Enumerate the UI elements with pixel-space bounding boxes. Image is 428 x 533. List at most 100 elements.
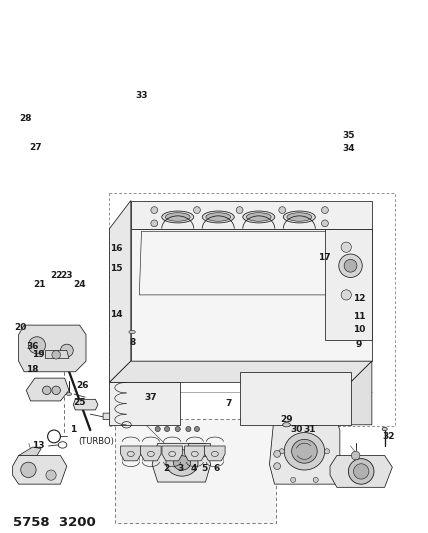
Circle shape xyxy=(52,386,60,394)
Circle shape xyxy=(279,449,284,454)
Polygon shape xyxy=(18,325,86,372)
Text: 21: 21 xyxy=(33,280,45,289)
Text: 11: 11 xyxy=(353,312,365,321)
Text: 27: 27 xyxy=(30,142,42,151)
Ellipse shape xyxy=(165,213,190,221)
Text: 15: 15 xyxy=(110,264,122,273)
Circle shape xyxy=(164,426,169,432)
Circle shape xyxy=(341,242,351,252)
Circle shape xyxy=(46,470,56,480)
Bar xyxy=(110,193,395,426)
Circle shape xyxy=(175,426,180,432)
Ellipse shape xyxy=(284,433,325,470)
Polygon shape xyxy=(141,446,161,461)
Polygon shape xyxy=(131,200,372,229)
Polygon shape xyxy=(184,446,205,461)
Text: 10: 10 xyxy=(353,325,365,334)
Circle shape xyxy=(351,451,360,460)
Text: 13: 13 xyxy=(32,441,44,450)
Ellipse shape xyxy=(66,392,71,395)
Circle shape xyxy=(274,463,280,470)
Polygon shape xyxy=(325,229,372,340)
Circle shape xyxy=(236,207,243,214)
Ellipse shape xyxy=(291,439,317,463)
Circle shape xyxy=(341,290,351,300)
Circle shape xyxy=(151,220,158,227)
Circle shape xyxy=(42,386,51,394)
Text: 29: 29 xyxy=(280,415,293,424)
Text: 5: 5 xyxy=(201,464,207,473)
Polygon shape xyxy=(152,443,211,482)
Circle shape xyxy=(321,220,328,227)
Text: 2: 2 xyxy=(163,464,169,473)
Text: 33: 33 xyxy=(135,91,148,100)
Polygon shape xyxy=(121,446,141,461)
Polygon shape xyxy=(330,456,392,487)
Circle shape xyxy=(321,207,328,214)
Circle shape xyxy=(274,450,280,457)
Text: 6: 6 xyxy=(213,464,219,473)
Text: 31: 31 xyxy=(303,424,316,433)
Text: 12: 12 xyxy=(353,294,365,303)
Circle shape xyxy=(291,478,296,482)
Polygon shape xyxy=(240,372,351,425)
Ellipse shape xyxy=(282,423,290,427)
Circle shape xyxy=(28,337,45,354)
Text: 4: 4 xyxy=(190,464,197,473)
Ellipse shape xyxy=(206,213,231,221)
Circle shape xyxy=(324,449,330,454)
Circle shape xyxy=(52,351,60,359)
Bar xyxy=(115,419,276,523)
Text: 23: 23 xyxy=(61,271,73,280)
Circle shape xyxy=(313,420,318,425)
Polygon shape xyxy=(162,446,182,461)
Ellipse shape xyxy=(382,427,387,431)
Text: 30: 30 xyxy=(290,424,303,433)
Text: 37: 37 xyxy=(145,393,157,402)
Text: 22: 22 xyxy=(50,271,62,280)
Text: 16: 16 xyxy=(110,244,122,253)
Text: 26: 26 xyxy=(76,381,89,390)
Text: (TURBO): (TURBO) xyxy=(79,437,115,446)
Polygon shape xyxy=(188,443,210,456)
Text: 36: 36 xyxy=(26,342,39,351)
Ellipse shape xyxy=(287,213,312,221)
Ellipse shape xyxy=(202,211,234,223)
Text: 34: 34 xyxy=(342,143,355,152)
Text: 19: 19 xyxy=(32,350,45,359)
Ellipse shape xyxy=(243,211,275,223)
Circle shape xyxy=(21,462,36,478)
Polygon shape xyxy=(205,446,225,461)
Text: 3: 3 xyxy=(178,464,184,473)
Circle shape xyxy=(194,426,199,432)
Text: 5758  3200: 5758 3200 xyxy=(14,516,96,529)
Text: 25: 25 xyxy=(73,398,86,407)
Text: 32: 32 xyxy=(383,432,395,441)
Text: 20: 20 xyxy=(14,324,27,332)
Polygon shape xyxy=(13,456,67,484)
Ellipse shape xyxy=(166,450,198,476)
Circle shape xyxy=(138,389,147,397)
Circle shape xyxy=(354,464,369,479)
Polygon shape xyxy=(270,411,340,484)
Ellipse shape xyxy=(129,330,135,334)
Text: 9: 9 xyxy=(356,340,362,349)
Text: 1: 1 xyxy=(70,424,76,433)
Ellipse shape xyxy=(339,254,362,278)
Ellipse shape xyxy=(173,456,190,470)
Ellipse shape xyxy=(283,211,315,223)
Polygon shape xyxy=(26,378,69,401)
Circle shape xyxy=(291,420,296,425)
Circle shape xyxy=(186,426,191,432)
Circle shape xyxy=(60,344,73,357)
Circle shape xyxy=(348,459,374,484)
Text: 35: 35 xyxy=(342,131,355,140)
Ellipse shape xyxy=(162,211,194,223)
Text: 18: 18 xyxy=(26,365,39,374)
Circle shape xyxy=(279,207,285,214)
Circle shape xyxy=(151,207,158,214)
Polygon shape xyxy=(131,229,372,361)
Polygon shape xyxy=(18,447,41,456)
Circle shape xyxy=(155,426,160,432)
Polygon shape xyxy=(110,382,180,425)
